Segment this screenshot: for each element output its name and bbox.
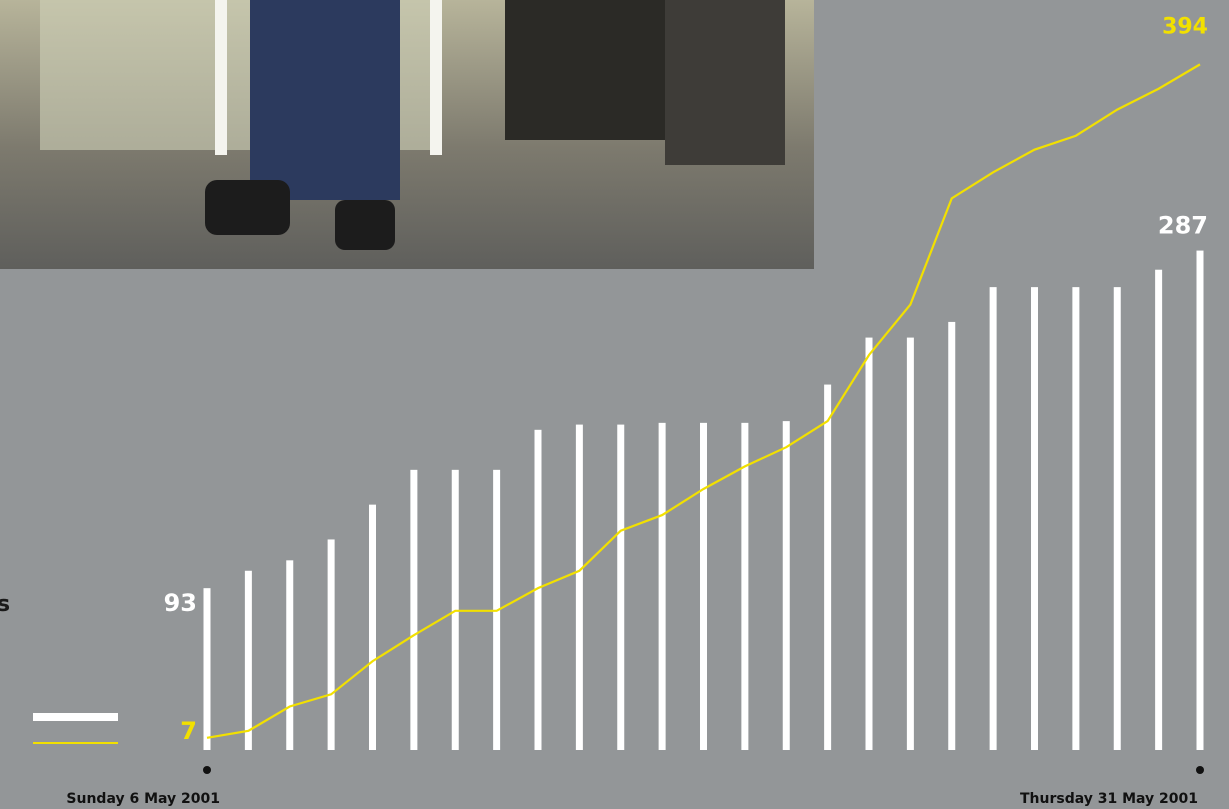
bar (369, 504, 376, 750)
bar (989, 287, 997, 750)
bar (286, 560, 294, 750)
data-label: 287 (1158, 212, 1208, 240)
bar (865, 337, 873, 750)
bar (244, 570, 252, 750)
x-tick-label: Sunday 6 May 2001 (66, 791, 220, 807)
bar (1196, 250, 1204, 750)
axis-dot (1196, 766, 1204, 774)
axis-dot (203, 766, 211, 774)
photo (0, 0, 814, 269)
data-label: 394 (1162, 14, 1208, 39)
bar (782, 421, 790, 750)
bar (700, 422, 707, 750)
bar (1072, 287, 1080, 750)
bar (327, 539, 335, 750)
data-label: 7 (180, 717, 197, 745)
bar (534, 429, 542, 750)
data-label: 93 (164, 589, 197, 617)
bar (1113, 287, 1121, 750)
bar (203, 588, 211, 750)
bar (658, 422, 666, 750)
annotation: s (0, 592, 10, 617)
bar (410, 469, 418, 750)
bar (824, 384, 832, 750)
bar (1031, 287, 1038, 750)
bar (948, 321, 956, 750)
line (206, 63, 1201, 739)
bar (1155, 269, 1163, 750)
x-tick-label: Thursday 31 May 2001 (1020, 791, 1198, 807)
bar (575, 424, 583, 750)
bar (906, 337, 914, 750)
bar (617, 424, 625, 750)
bar (741, 422, 749, 750)
